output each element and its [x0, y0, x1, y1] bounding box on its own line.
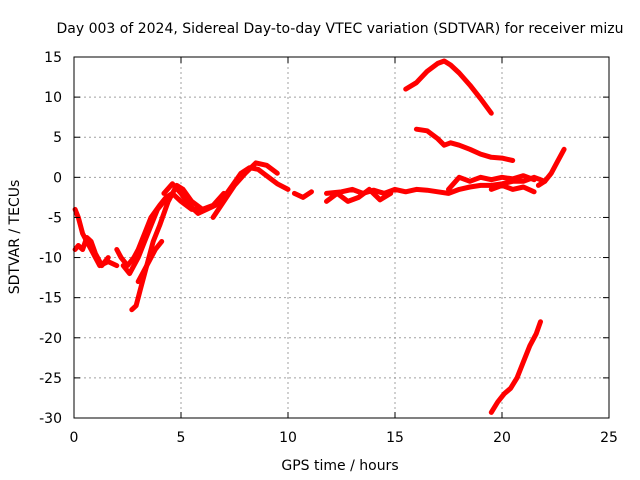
- x-tick-label: 5: [177, 430, 186, 446]
- data-series: [72, 58, 567, 415]
- plot-frame: [73, 56, 610, 419]
- x-axis-label: GPS time / hours: [281, 458, 398, 474]
- y-tick-label: -15: [39, 291, 62, 307]
- series-line-arc-12: [446, 173, 537, 192]
- y-axis-label: SDTVAR / TECUs: [7, 180, 23, 295]
- series-line-arc-15: [403, 58, 494, 116]
- y-tick-label: -20: [39, 331, 62, 347]
- series-line-arc-3: [114, 190, 205, 269]
- series-line-arc-9: [291, 189, 314, 200]
- y-tick-label: -25: [39, 371, 62, 387]
- series-line-arc-6: [135, 239, 165, 285]
- y-tick-label: -5: [48, 210, 62, 226]
- series-line-arc-17: [488, 319, 543, 415]
- series-line-arc-4: [120, 198, 167, 277]
- series-line-arc-13: [488, 182, 537, 195]
- series-line-arc-8: [210, 160, 280, 220]
- x-tick-label: 20: [493, 430, 511, 446]
- y-tick-label: -30: [39, 411, 62, 427]
- y-tick-label: 10: [44, 90, 62, 106]
- y-tick-label: 5: [53, 130, 62, 146]
- series-line-arc-11: [324, 186, 394, 204]
- x-tick-label: 0: [70, 430, 79, 446]
- y-tick-label: 0: [53, 170, 62, 186]
- series-line-arc-16: [413, 126, 516, 163]
- axes-ticks: 0 5 10 15 20 25 -30 -25 -20 -15 -10 -5 0 5 10 15: [39, 50, 618, 446]
- x-tick-label: 15: [386, 430, 404, 446]
- series-line-arc-2: [72, 235, 111, 269]
- x-tick-label: 25: [600, 430, 618, 446]
- y-tick-label: 15: [44, 50, 62, 66]
- chart-title: Day 003 of 2024, Sidereal Day-to-day VTE…: [57, 21, 624, 37]
- series-line-arc-5: [129, 182, 227, 313]
- series-line-arc-14: [535, 146, 567, 188]
- x-tick-label: 10: [279, 430, 297, 446]
- y-tick-label: -10: [39, 251, 62, 267]
